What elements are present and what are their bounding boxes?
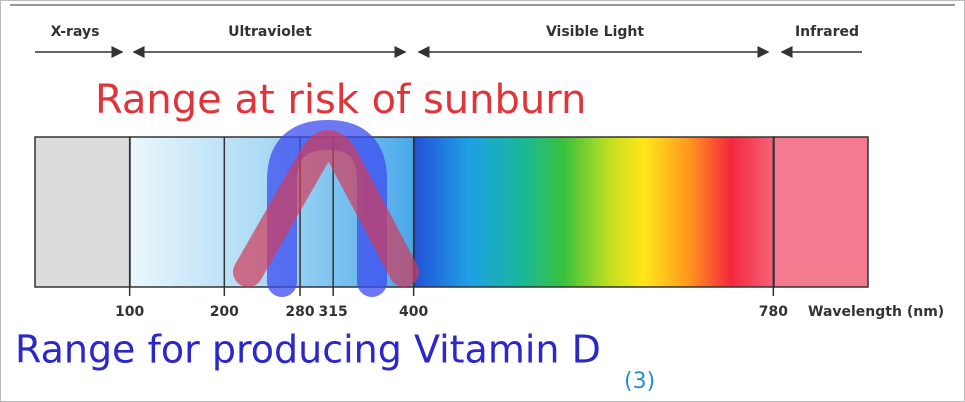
tick-label: 200: [210, 304, 239, 320]
tick-label: 280: [285, 304, 314, 320]
spectrum-bar: [34, 136, 869, 288]
axis-label: Wavelength (nm): [808, 304, 944, 320]
tick-label: 400: [399, 304, 428, 320]
tick-label: 780: [759, 304, 788, 320]
band-label: Infrared: [795, 24, 859, 40]
band-label: Visible Light: [546, 24, 644, 40]
band-label: X-rays: [51, 24, 100, 40]
tick-label: 100: [115, 304, 144, 320]
vitamin-label: Range for producing Vitamin D: [15, 328, 601, 372]
footnote: (3): [624, 369, 655, 394]
sunburn-range: [233, 130, 419, 287]
band-label: Ultraviolet: [228, 24, 312, 40]
tick-label: 315: [319, 304, 348, 320]
sunburn-label: Range at risk of sunburn: [95, 77, 586, 123]
